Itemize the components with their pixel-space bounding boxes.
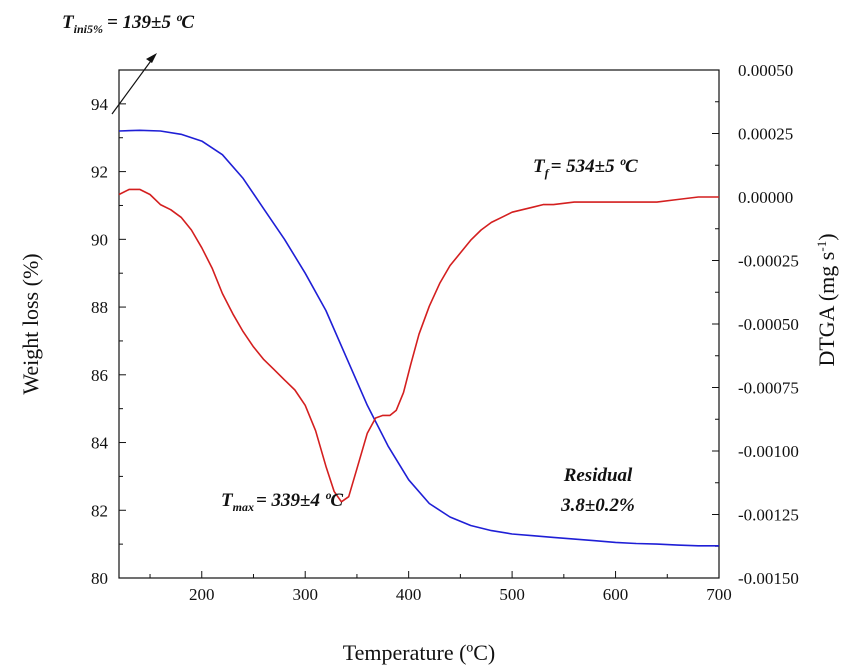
x-tick-label: 700 (706, 585, 732, 604)
series-layer (118, 129, 719, 547)
x-axis-title: Temperature (ºC) (343, 640, 496, 665)
y2-tick-label: -0.00150 (738, 569, 799, 588)
y2-tick-label: 0.00025 (738, 125, 793, 144)
y2-tick-label: -0.00075 (738, 379, 799, 398)
y-tick-label: 88 (91, 298, 108, 317)
y2-tick-label: -0.00025 (738, 252, 799, 271)
dtga-series-line (118, 188, 719, 503)
y-tick-label: 80 (91, 569, 108, 588)
x-tick-label: 500 (499, 585, 525, 604)
y2-tick-label: 0.00000 (738, 188, 793, 207)
x-tick-label: 300 (292, 585, 318, 604)
ticks-layer: 200 300 400 500 600 700 80 82 84 86 88 90 92 94 0.0005… (91, 61, 799, 604)
y2-tick-label: -0.00050 (738, 315, 799, 334)
annotation-residual-value: 3.8±0.2% (560, 495, 635, 516)
annotation-tf: Tf = 534±5 ºC (533, 156, 638, 180)
y-tick-label: 86 (91, 366, 108, 385)
y2-tick-label: -0.00100 (738, 442, 799, 461)
annotation-residual-label: Residual (563, 465, 633, 486)
y2-tick-label: -0.00125 (738, 506, 799, 525)
y2-tick-label: 0.00050 (738, 61, 793, 80)
y-axis-title: Weight loss (%) (18, 253, 43, 394)
x-tick-label: 200 (189, 585, 215, 604)
y-tick-label: 94 (91, 95, 109, 114)
weight-loss-series-line (118, 129, 719, 547)
annotation-tini: Tini5% = 139±5 ºC (62, 12, 194, 36)
y-tick-label: 84 (91, 434, 109, 453)
x-tick-label: 600 (603, 585, 629, 604)
y-tick-label: 92 (91, 163, 108, 182)
annotation-arrow (111, 53, 157, 115)
y2-axis-title: DTGA (mg s-1) (814, 233, 839, 366)
y-tick-label: 90 (91, 230, 108, 249)
annotation-tmax: Tmax = 339±4 ºC (221, 490, 343, 514)
x-tick-label: 400 (396, 585, 422, 604)
y-tick-label: 82 (91, 501, 108, 520)
